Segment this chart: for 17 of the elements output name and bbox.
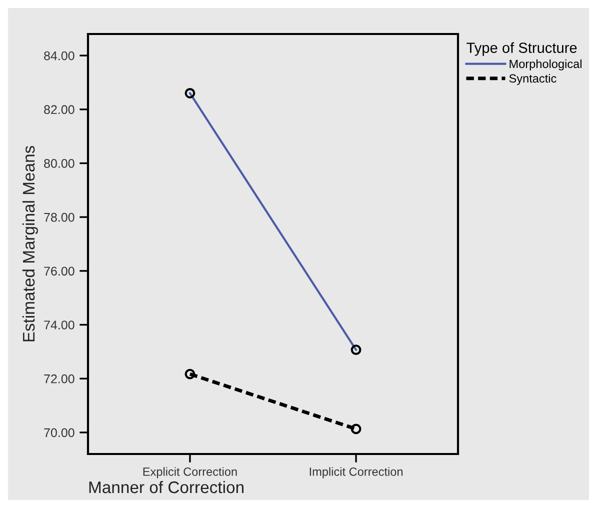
- point: [184, 368, 196, 380]
- legend-label: Morphological: [510, 59, 582, 70]
- y-tick-label: 72.00: [44, 374, 74, 384]
- legend-label: Syntactic: [509, 74, 556, 85]
- point: [350, 424, 362, 434]
- y-tick-label: 76.00: [44, 266, 74, 276]
- y-tick-label: 78.00: [44, 212, 74, 222]
- y-tick-label: 70.00: [44, 428, 74, 438]
- legend-title: Type of Structure: [466, 42, 577, 56]
- y-tick-label: 82.00: [44, 105, 74, 114]
- y-axis-title: Estimated Marginal Means: [22, 146, 38, 342]
- x-axis-title: Manner of Correction: [89, 480, 244, 494]
- y-tick-label: 74.00: [44, 320, 74, 330]
- x-tick-label: Implicit Correction: [310, 467, 403, 478]
- y-tick-label: 84.00: [44, 51, 74, 60]
- x-tick-label: Explicit Correction: [143, 467, 237, 478]
- y-tick-label: 80.00: [44, 159, 74, 168]
